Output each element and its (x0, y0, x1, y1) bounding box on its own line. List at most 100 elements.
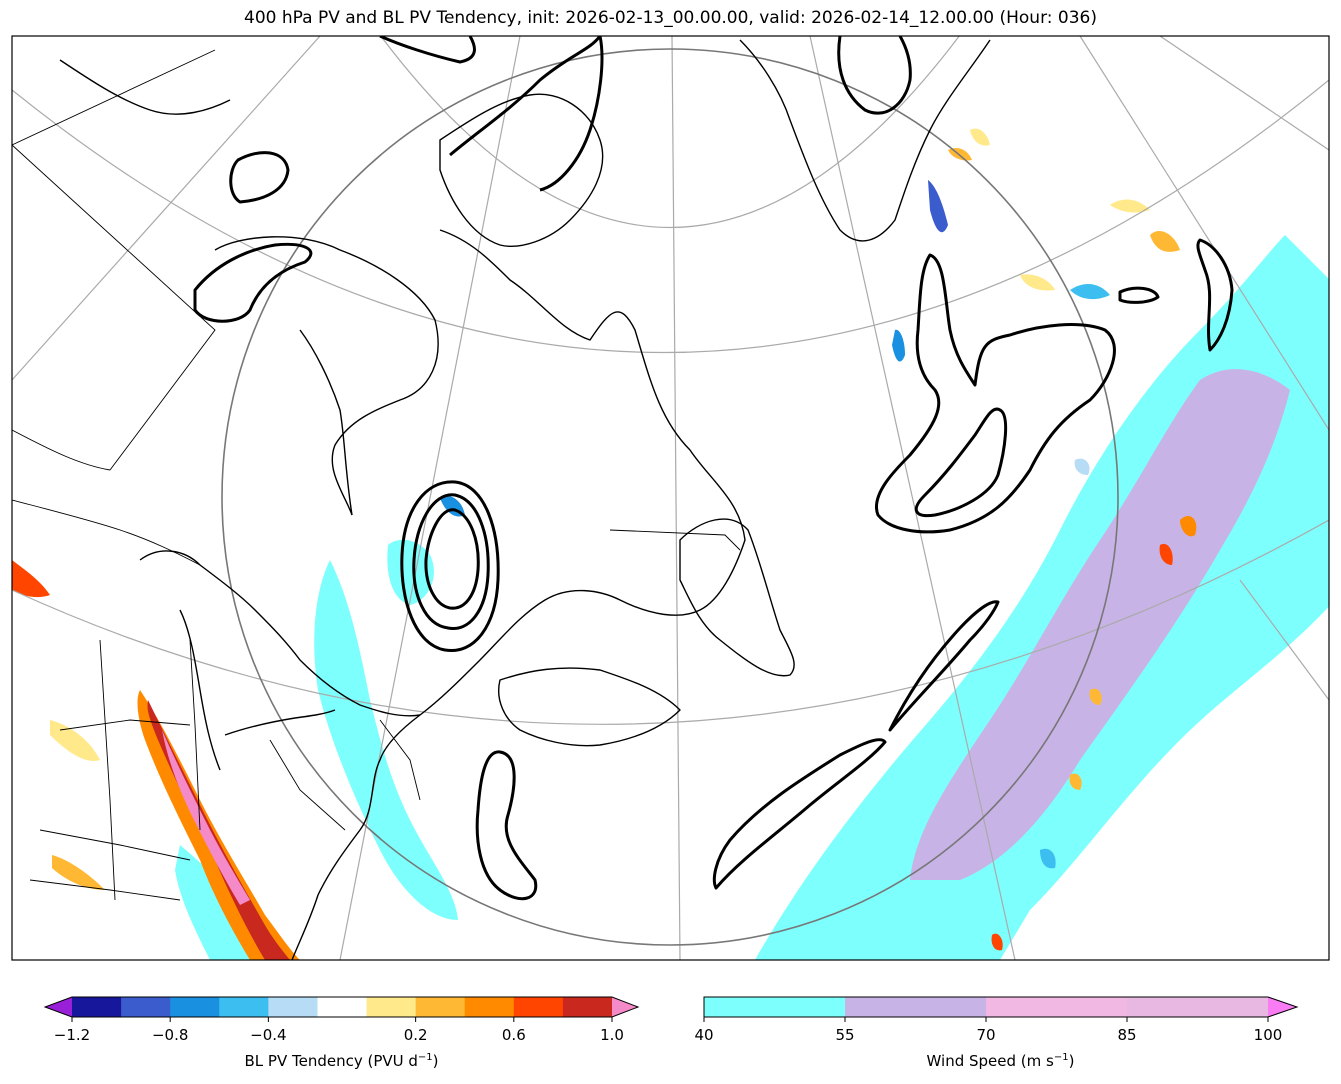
pv-positive-jet-3 (1089, 688, 1102, 705)
pv-negative-greenland (928, 180, 948, 233)
pv-contour-hudson-2 (193, 242, 313, 323)
wind-cb-tick-label: 40 (694, 1026, 714, 1044)
wind-40-quebec (387, 539, 434, 605)
pv-cb-tick-label: 1.0 (600, 1026, 624, 1044)
pv-positive-band-appalachian (137, 690, 300, 960)
pv-positive-jet-5 (991, 933, 1003, 951)
border-provinces-1 (12, 429, 111, 471)
pv-positive-greenland-2 (970, 128, 990, 146)
coast-maritimes (498, 667, 681, 747)
meridian-3 (671, 36, 681, 960)
plot-title: 400 hPa PV and BL PV Tendency, init: 202… (244, 8, 1097, 28)
pv-contour-jet-ribbon (712, 738, 887, 890)
pv-positive-atlantic-1 (1020, 274, 1055, 291)
graticule (12, 36, 1329, 960)
meridian-7 (1239, 579, 1329, 701)
wind-cb-cell (845, 997, 987, 1017)
border-canada-us (12, 499, 201, 566)
wind-speed-colorbar (703, 996, 1299, 1022)
border-states-5 (189, 639, 201, 831)
coast-baffin (439, 93, 604, 247)
pv-positive-atlantic-3 (1150, 230, 1180, 252)
pv-contours (193, 36, 1234, 901)
pv-contour-labrador-sea (875, 253, 1116, 534)
border-states-2 (39, 829, 191, 861)
wind-colorbar-label: Wind Speed (m s−1) (926, 1052, 1075, 1070)
political-borders (12, 49, 741, 901)
coast-lake-michigan (179, 609, 221, 771)
pv-positive-band-peak (162, 730, 250, 905)
pv-cb-cell (415, 997, 466, 1017)
pv-cb-cell (562, 997, 613, 1017)
meridian-5 (1079, 36, 1329, 431)
wind-cb-cell (986, 997, 1128, 1017)
coast-great-lakes (139, 550, 421, 717)
latitude-circle-north (380, 36, 960, 228)
border-provinces-2 (12, 144, 216, 471)
map-frame (11, 35, 1330, 961)
pv-positive-edge-west (12, 560, 50, 598)
border-states-6 (269, 739, 346, 831)
wind-cb-tick-label: 70 (976, 1026, 996, 1044)
coast-newfoundland (679, 518, 795, 677)
pv-contour-atlantic-south (475, 750, 538, 901)
coast-us-east (291, 759, 381, 960)
pv-positive-jet-4 (1069, 773, 1082, 790)
pv-positive-kentucky (50, 720, 100, 761)
coastlines (59, 39, 991, 960)
coast-james-bay (299, 329, 353, 516)
pv-negative-labrador-sea (892, 329, 905, 362)
meridian-6 (1159, 36, 1329, 151)
meridian-1 (12, 36, 321, 381)
wind-cb-tick-label: 55 (835, 1026, 855, 1044)
wind-cb-tick-label: 100 (1253, 1026, 1283, 1044)
wind-cb-extend-high (1268, 997, 1297, 1017)
pv-contour-quebec-inner (424, 508, 480, 610)
pv-negative-atlantic (1070, 283, 1110, 300)
meridian-4 (809, 36, 1016, 960)
pv-contour-arctic-north (379, 36, 476, 64)
pv-tendency-shading (12, 128, 1197, 960)
pv-contour-greenland-north (837, 36, 912, 115)
pv-contour-quebec-outer (400, 480, 500, 653)
pv-cb-cell (268, 997, 318, 1017)
pv-cb-tick-label: −0.8 (151, 1026, 189, 1044)
border-states-3 (29, 879, 181, 901)
pv-cb-tick-label: −1.2 (53, 1026, 91, 1044)
pv-positive-atlantic-2 (1110, 199, 1150, 213)
coast-quebec-labrador (379, 229, 746, 761)
pv-cb-cell (121, 997, 171, 1017)
wind-cb-outline (703, 996, 1299, 1018)
pv-colorbar-label: BL PV Tendency (PVU d−1) (244, 1052, 439, 1070)
wind-cb-cell (704, 997, 846, 1017)
pv-negative-jet-2 (1074, 458, 1090, 475)
coast-hudson-bay (214, 236, 439, 516)
pv-contour-jet-ribbon-2 (888, 600, 1000, 732)
pv-contour-greenland-east (1196, 238, 1234, 352)
pv-cb-cell (317, 997, 368, 1017)
coast-lake-erie (224, 709, 336, 736)
border-territories (12, 49, 216, 146)
pv-positive-jet-1 (1180, 515, 1197, 537)
border-states-4 (99, 639, 116, 901)
border-new-england (379, 719, 421, 801)
pv-contour-baffin-1 (449, 36, 604, 192)
pv-negative-jet-1 (1040, 848, 1056, 869)
pv-cb-extend-high (612, 997, 638, 1017)
pv-cb-tick-label: 0.6 (501, 1026, 526, 1044)
pv-contour-hudson-1 (229, 151, 290, 204)
wind-cb-cell (1127, 997, 1269, 1017)
pv-cb-cell (366, 997, 417, 1017)
pv-cb-cell (219, 997, 269, 1017)
wind-40-great-lakes (314, 560, 458, 920)
pv-cb-cell (72, 997, 122, 1017)
coast-greenland (739, 39, 991, 242)
pv-tendency-colorbar (43, 996, 640, 1022)
pv-cb-extend-low (45, 997, 72, 1017)
latitude-circle-south (12, 519, 1329, 725)
pv-contour-quebec-mid (412, 493, 490, 630)
border-states-1 (59, 719, 191, 731)
latitude-circle-mid (12, 79, 1329, 354)
pv-cb-tick-label: 0.2 (403, 1026, 428, 1044)
